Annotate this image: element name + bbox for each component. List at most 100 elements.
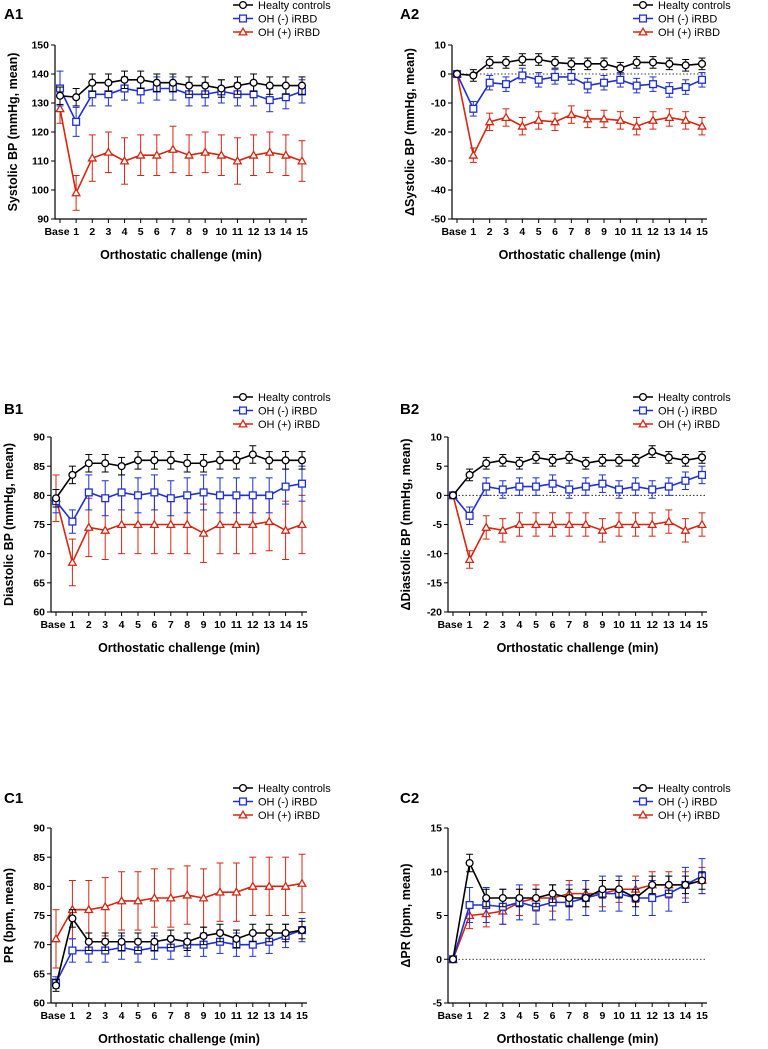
- data-point: [501, 58, 511, 67]
- x-tick-label: 5: [135, 1010, 141, 1022]
- data-point: [697, 453, 707, 462]
- data-point: [68, 946, 77, 955]
- y-tick-label: 65: [33, 968, 45, 980]
- x-tick-label: 13: [663, 1010, 675, 1022]
- data-point: [465, 470, 474, 479]
- legend-marker: [238, 797, 248, 806]
- y-tick-label: 10: [430, 866, 442, 878]
- x-tick-label: 3: [102, 619, 108, 631]
- data-point: [84, 459, 93, 468]
- x-tick-label: 1: [467, 1010, 473, 1022]
- series-line: [456, 58, 703, 77]
- y-axis-label: Diastolic BP (mmHg, mean): [2, 443, 16, 606]
- data-point: [664, 880, 673, 889]
- series-line: [55, 498, 303, 565]
- data-point: [199, 931, 208, 940]
- data-point: [648, 893, 657, 903]
- data-point: [498, 456, 507, 465]
- series-line: [55, 882, 303, 940]
- data-point: [84, 488, 93, 497]
- x-axis-label: Orthostatic challenge (min): [497, 1032, 659, 1046]
- data-point: [648, 115, 658, 124]
- data-point: [664, 112, 675, 121]
- data-point: [565, 453, 574, 462]
- data-point: [465, 900, 474, 910]
- data-point: [598, 479, 607, 488]
- data-point: [201, 81, 210, 90]
- data-point: [514, 519, 525, 528]
- panel-label: A2: [400, 6, 419, 23]
- data-point: [116, 895, 127, 905]
- y-tick-label: 90: [37, 214, 49, 226]
- data-point: [281, 81, 290, 90]
- data-point: [583, 81, 592, 90]
- data-point: [681, 83, 690, 92]
- x-tick-label: 6: [151, 619, 157, 631]
- y-tick-label: 120: [31, 127, 49, 139]
- legend-item: Healty controls: [633, 0, 731, 12]
- data-point: [151, 150, 162, 159]
- legend-label: OH (+) iRBD: [258, 419, 320, 431]
- x-tick-label: 10: [613, 619, 625, 631]
- data-point: [515, 893, 524, 903]
- x-tick-label: 3: [102, 1010, 108, 1022]
- data-point: [232, 155, 243, 165]
- x-tick-label: 10: [214, 1010, 226, 1022]
- x-tick-label: 2: [483, 619, 489, 631]
- legend-item: OH (-) iRBD: [633, 797, 717, 809]
- data-point: [597, 525, 608, 534]
- data-point: [648, 880, 657, 889]
- data-point: [281, 928, 290, 938]
- x-tick-label: 8: [184, 619, 190, 631]
- y-axis-label: PR (bpm, mean): [2, 868, 16, 963]
- y-axis-label: Systolic BP (mmHg, mean): [6, 53, 20, 212]
- data-point: [215, 519, 225, 528]
- data-point: [248, 940, 257, 949]
- y-axis-label: ΔDiastolic BP (mmHg, mean): [399, 439, 413, 611]
- data-point: [101, 937, 110, 946]
- data-point: [55, 103, 65, 113]
- series-healty-controls: [51, 445, 307, 508]
- x-tick-label: 12: [247, 1010, 259, 1022]
- data-point: [233, 81, 242, 90]
- data-point: [116, 519, 127, 528]
- data-point: [217, 84, 226, 93]
- data-point: [534, 75, 543, 84]
- x-tick-label: 2: [483, 1010, 489, 1022]
- legend-marker: [638, 392, 648, 402]
- legend-marker: [638, 406, 648, 415]
- data-point: [152, 78, 161, 87]
- x-tick-label: 4: [519, 226, 525, 238]
- series-healty-controls: [448, 445, 707, 500]
- legend-item: Healty controls: [633, 783, 731, 795]
- data-point: [531, 453, 541, 462]
- data-point: [614, 519, 624, 528]
- data-point: [119, 155, 130, 165]
- data-point: [448, 955, 458, 964]
- legend-item: OH (-) iRBD: [233, 14, 317, 26]
- data-point: [72, 117, 81, 126]
- data-point: [681, 61, 690, 70]
- data-point: [281, 93, 290, 102]
- data-point: [166, 456, 175, 465]
- y-tick-label: 15: [430, 823, 442, 835]
- legend-marker: [238, 392, 248, 402]
- data-point: [599, 78, 609, 87]
- x-tick-label: 12: [646, 619, 658, 631]
- x-tick-label: 4: [119, 619, 125, 631]
- x-tick-label: 14: [680, 226, 692, 238]
- x-axis-label: Orthostatic challenge (min): [100, 248, 262, 262]
- data-point: [664, 453, 673, 462]
- data-point: [614, 485, 624, 494]
- data-point: [133, 895, 143, 905]
- legend-marker: [238, 26, 248, 36]
- series-line: [452, 860, 703, 960]
- y-tick-label: -10: [431, 98, 446, 110]
- x-tick-label: 4: [516, 619, 522, 631]
- y-tick-label: -20: [431, 127, 446, 139]
- data-point: [135, 150, 146, 159]
- x-tick-label: 3: [500, 619, 506, 631]
- data-point: [280, 150, 291, 159]
